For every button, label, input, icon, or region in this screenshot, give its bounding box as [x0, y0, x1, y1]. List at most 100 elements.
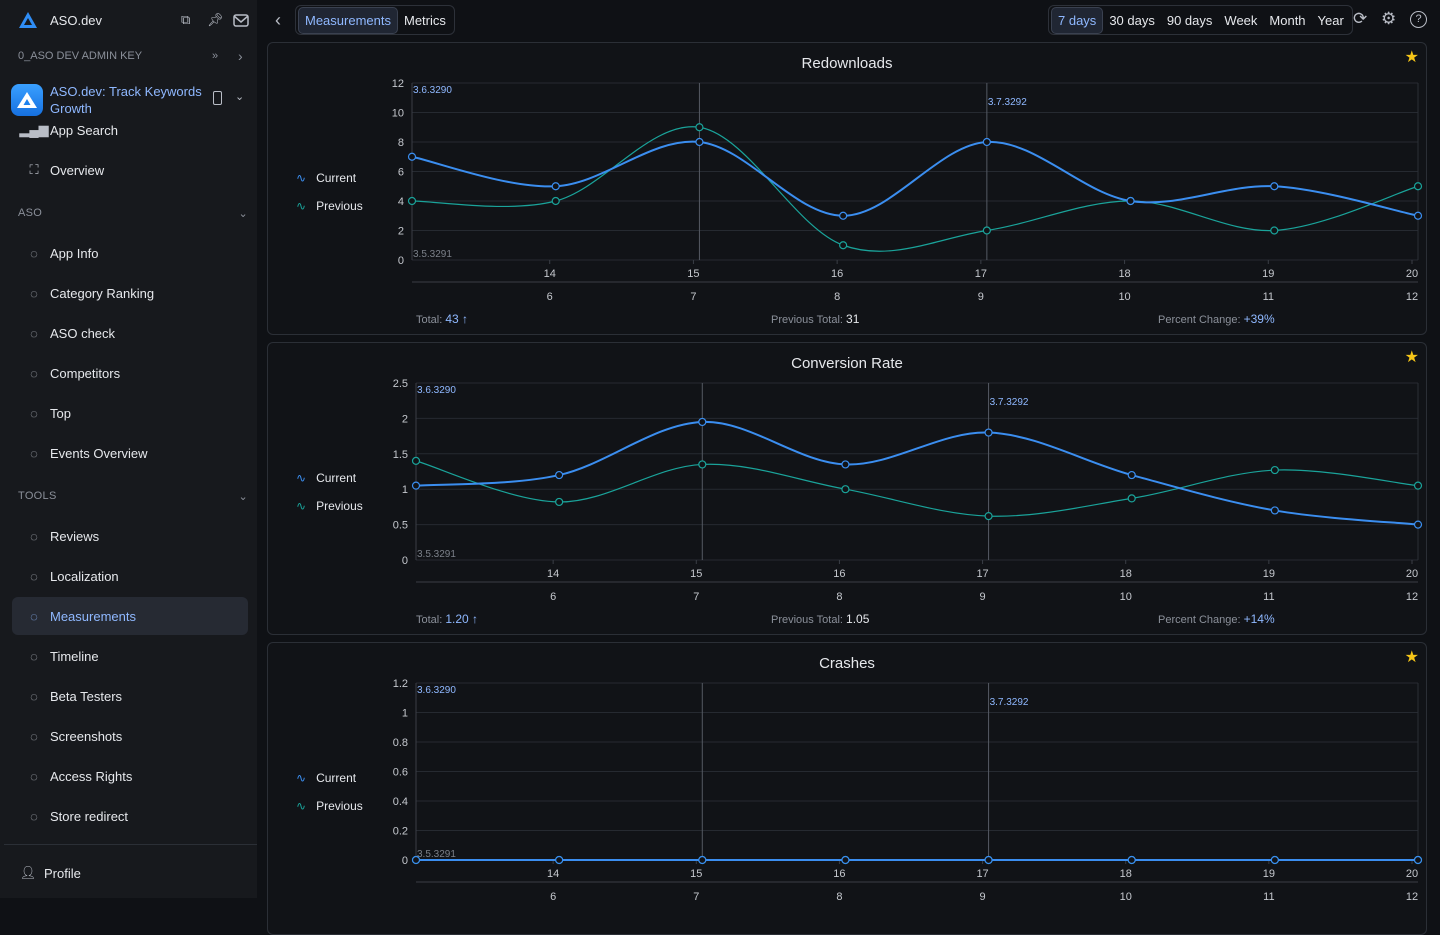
legend-current[interactable]: ∿ Current — [296, 171, 356, 185]
version-label: 3.6.3290 — [417, 685, 456, 696]
x-tick-label-secondary: 10 — [1120, 591, 1132, 603]
bell-icon: ◌ — [30, 445, 38, 461]
legend-previous[interactable]: ∿ Previous — [296, 199, 363, 213]
app-name[interactable]: ASO.dev: Track Keywords Growth — [50, 84, 202, 116]
refresh-icon[interactable]: ⟳ — [1353, 9, 1368, 28]
chevron-right-icon[interactable]: › — [238, 48, 243, 64]
sidebar-item-app-info[interactable]: ◌ App Info — [12, 234, 248, 272]
version-label: 3.6.3290 — [417, 385, 456, 396]
star-icon[interactable]: ★ — [1404, 49, 1419, 66]
competitors-icon: ◌ — [30, 365, 38, 381]
sidebar-item-label: Top — [50, 405, 71, 421]
history-icon: ◌ — [30, 648, 38, 664]
range-month[interactable]: Month — [1269, 12, 1306, 28]
sidebar-item-reviews[interactable]: ◌ Reviews — [12, 517, 248, 555]
sidebar-item-app-search[interactable]: ▂▄▆ App Search — [12, 111, 248, 149]
sidebar-item-top[interactable]: ◌ Top — [12, 394, 248, 432]
version-label: 3.7.3292 — [988, 97, 1027, 108]
back-chevron-icon[interactable]: ‹ — [275, 10, 281, 30]
data-point-current — [698, 855, 707, 865]
pin-icon[interactable]: 📌︎ — [207, 12, 224, 27]
range-week[interactable]: Week — [1224, 12, 1258, 28]
section-tools[interactable]: TOOLS ⌄ — [18, 490, 248, 503]
x-tick-label: 17 — [975, 268, 987, 280]
chevron-down-icon: ⌄ — [238, 491, 248, 503]
sidebar-item-beta-testers[interactable]: ◌ Beta Testers — [12, 677, 248, 715]
data-point-previous — [698, 460, 707, 469]
y-tick-label: 2 — [402, 413, 408, 425]
app-icon — [11, 84, 43, 116]
sidebar-item-access-rights[interactable]: ◌ Access Rights — [12, 757, 248, 795]
user-icon: 👤︎ — [19, 865, 37, 880]
y-tick-label: 8 — [398, 137, 404, 149]
data-point-current — [1270, 182, 1279, 191]
version-label: 3.5.3291 — [417, 549, 456, 560]
section-label: TOOLS — [18, 490, 57, 502]
y-tick-label: 1 — [402, 484, 408, 496]
mail-icon[interactable] — [233, 13, 249, 27]
gear-icon[interactable]: ⚙ — [1381, 9, 1397, 28]
star-icon[interactable]: ★ — [1404, 649, 1419, 666]
tab-measurements[interactable]: Measurements — [298, 6, 398, 34]
sidebar-item-overview[interactable]: ⛶ Overview — [12, 151, 248, 189]
sidebar-item-category-ranking[interactable]: ◌ Category Ranking — [12, 274, 248, 312]
data-point-previous — [1413, 481, 1423, 490]
x-tick-label: 19 — [1263, 568, 1275, 580]
legend-current[interactable]: ∿ Current — [296, 471, 356, 485]
x-tick-label: 14 — [547, 568, 559, 580]
sidebar-item-label: App Info — [50, 245, 99, 261]
legend-current[interactable]: ∿ Current — [296, 771, 356, 785]
data-point-current — [551, 182, 560, 191]
sidebar-item-label: Measurements — [50, 608, 136, 624]
device-icon[interactable] — [213, 91, 222, 105]
y-tick-label: 12 — [392, 78, 404, 90]
x-tick-label-secondary: 6 — [550, 891, 556, 903]
tab-metrics[interactable]: Metrics — [403, 12, 446, 28]
y-tick-label: 2.5 — [393, 378, 408, 390]
data-point-current — [695, 137, 704, 147]
sidebar-item-profile[interactable]: 👤︎ Profile — [6, 854, 242, 892]
chevron-down-icon[interactable]: ⌄ — [235, 91, 245, 103]
help-icon[interactable]: ? — [1410, 11, 1427, 28]
star-icon[interactable]: ★ — [1404, 349, 1419, 366]
sidebar-item-label: Overview — [50, 162, 105, 178]
data-point-previous — [1413, 182, 1423, 191]
sidebar-item-events-overview[interactable]: ◌ Events Overview — [12, 434, 248, 472]
admin-key-selector[interactable]: 0_ASO DEV ADMIN KEY » › — [0, 48, 257, 64]
sidebar-item-label: Timeline — [50, 648, 99, 664]
x-tick-label-secondary: 8 — [836, 891, 842, 903]
legend-previous[interactable]: ∿ Previous — [296, 799, 363, 813]
section-aso[interactable]: ASO ⌄ — [18, 207, 248, 220]
sidebar-item-label: Beta Testers — [50, 688, 123, 704]
data-point-current — [407, 152, 417, 161]
y-tick-label: 6 — [398, 167, 404, 179]
sidebar-item-label: Category Ranking — [50, 285, 155, 301]
sidebar-item-competitors[interactable]: ◌ Competitors — [12, 354, 248, 392]
percent-change: Percent Change: +14% — [1158, 612, 1275, 626]
legend-label: Previous — [316, 499, 363, 513]
data-point-current — [1270, 506, 1279, 515]
sidebar-item-store-redirect[interactable]: ◌ Store redirect — [12, 797, 248, 835]
x-tick-label: 16 — [833, 568, 845, 580]
sidebar-item-aso-check[interactable]: ◌ ASO check — [12, 314, 248, 352]
range-30-days[interactable]: 30 days — [1109, 12, 1155, 28]
double-chevron-icon[interactable]: » — [212, 50, 219, 62]
data-point-current — [841, 855, 850, 865]
data-point-previous — [841, 485, 850, 494]
range-year[interactable]: Year — [1317, 12, 1344, 28]
sidebar-item-measurements[interactable]: ◌ Measurements — [12, 597, 248, 635]
x-tick-label: 20 — [1406, 268, 1418, 280]
data-point-current — [555, 855, 564, 865]
sidebar-item-localization[interactable]: ◌ Localization — [12, 557, 248, 595]
check-circle-icon: ◌ — [30, 325, 38, 341]
x-tick-label-secondary: 6 — [550, 591, 556, 603]
sidebar-item-screenshots[interactable]: ◌ Screenshots — [12, 717, 248, 755]
range-90-days[interactable]: 90 days — [1166, 12, 1213, 28]
data-point-previous — [551, 196, 560, 206]
sidebar-item-timeline[interactable]: ◌ Timeline — [12, 637, 248, 675]
y-tick-label: 0 — [402, 555, 408, 567]
legend-previous[interactable]: ∿ Previous — [296, 499, 363, 513]
range-7-days[interactable]: 7 days — [1051, 6, 1104, 34]
data-point-previous — [1270, 465, 1279, 475]
feedback-icon[interactable]: ⧉ — [181, 12, 191, 27]
